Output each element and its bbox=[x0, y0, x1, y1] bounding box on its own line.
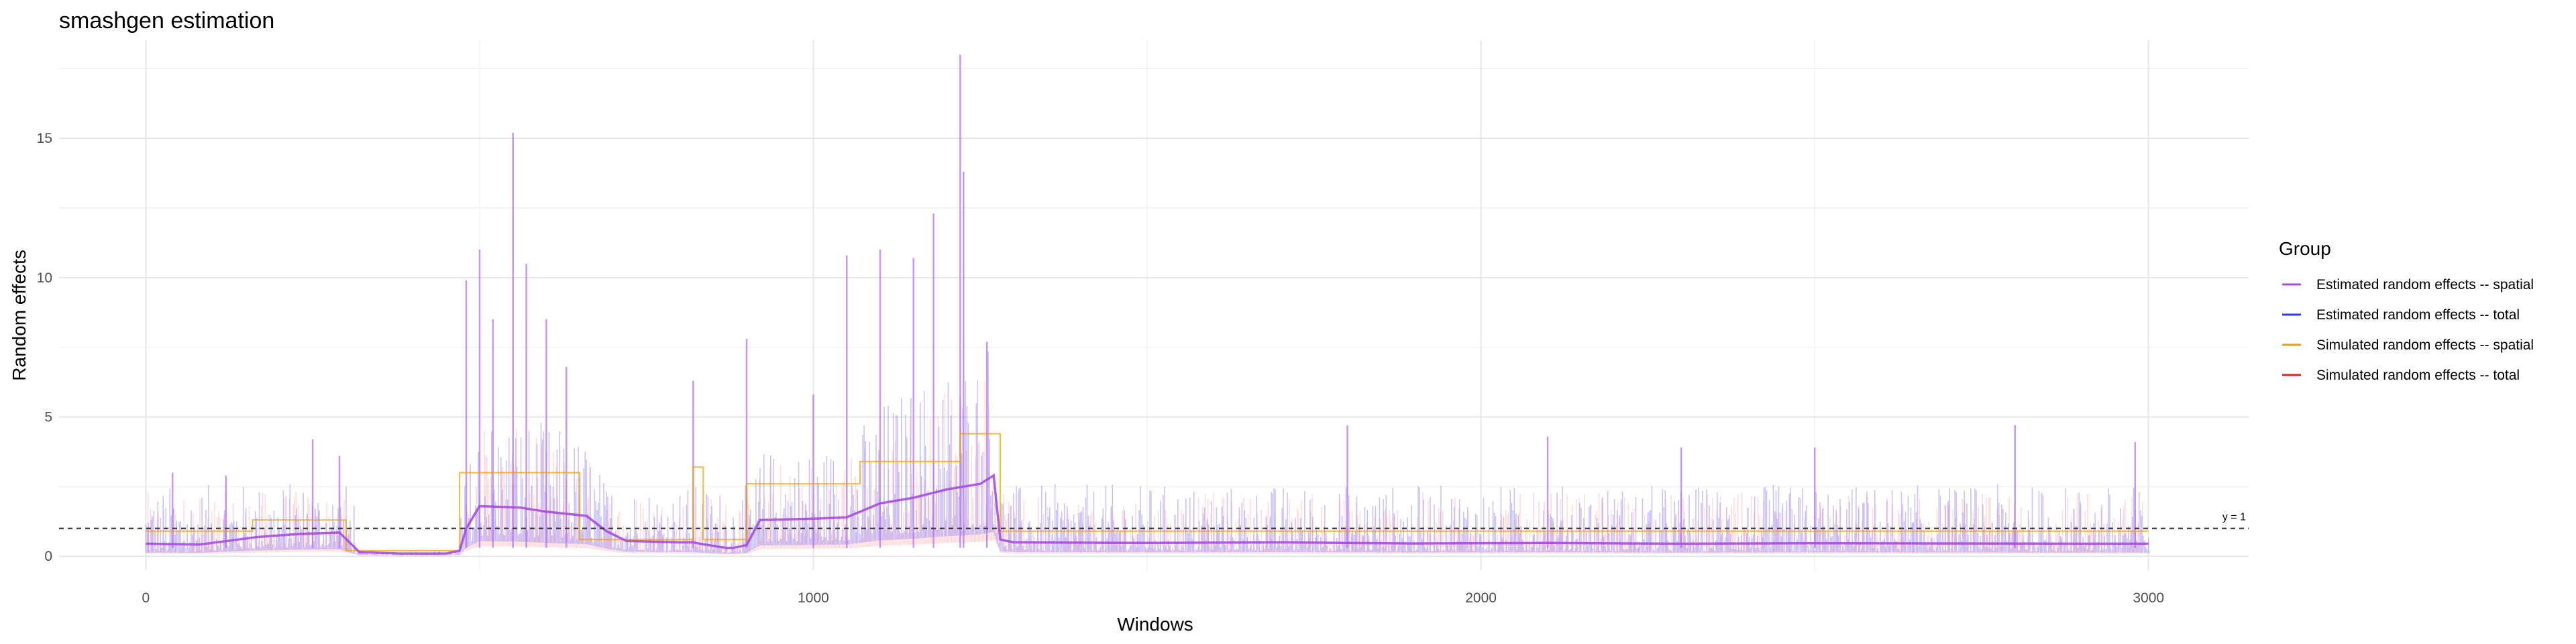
x-axis-ticks: 0 1000 2000 3000 bbox=[142, 590, 2165, 606]
x-axis-title: Windows bbox=[1117, 614, 1193, 635]
x-tick-label: 0 bbox=[142, 590, 150, 606]
legend: Group Estimated random effects -- spatia… bbox=[2279, 238, 2534, 383]
y-axis-title: Random effects bbox=[9, 250, 30, 381]
y-tick-label: 15 bbox=[37, 131, 52, 146]
series-line bbox=[146, 473, 2149, 555]
x-tick-label: 3000 bbox=[2133, 590, 2164, 606]
grid-minor bbox=[59, 40, 2249, 570]
reference-line: y = 1 bbox=[59, 512, 2249, 529]
grid-major bbox=[59, 40, 2249, 570]
series-lines bbox=[146, 433, 2149, 555]
series-line bbox=[146, 433, 2149, 551]
x-tick-label: 2000 bbox=[1465, 590, 1497, 606]
reference-line-label: y = 1 bbox=[2222, 512, 2246, 523]
legend-item-label: Simulated random effects -- total bbox=[2316, 368, 2520, 383]
legend-title: Group bbox=[2279, 238, 2331, 259]
x-tick-label: 1000 bbox=[798, 590, 829, 606]
simulated-spikes bbox=[146, 381, 2150, 556]
y-axis-ticks: 0 5 10 15 bbox=[37, 131, 52, 564]
legend-item-label: Simulated random effects -- spatial bbox=[2316, 337, 2534, 353]
y-tick-label: 5 bbox=[44, 410, 52, 425]
legend-item-label: Estimated random effects -- total bbox=[2316, 307, 2520, 323]
data-spikes bbox=[145, 54, 2150, 556]
y-tick-label: 10 bbox=[37, 270, 52, 286]
legend-item-label: Estimated random effects -- spatial bbox=[2316, 277, 2534, 292]
chart-title: smashgen estimation bbox=[59, 8, 274, 34]
legend-items: Estimated random effects -- spatial Estim… bbox=[2282, 277, 2534, 383]
y-tick-label: 0 bbox=[44, 549, 52, 564]
